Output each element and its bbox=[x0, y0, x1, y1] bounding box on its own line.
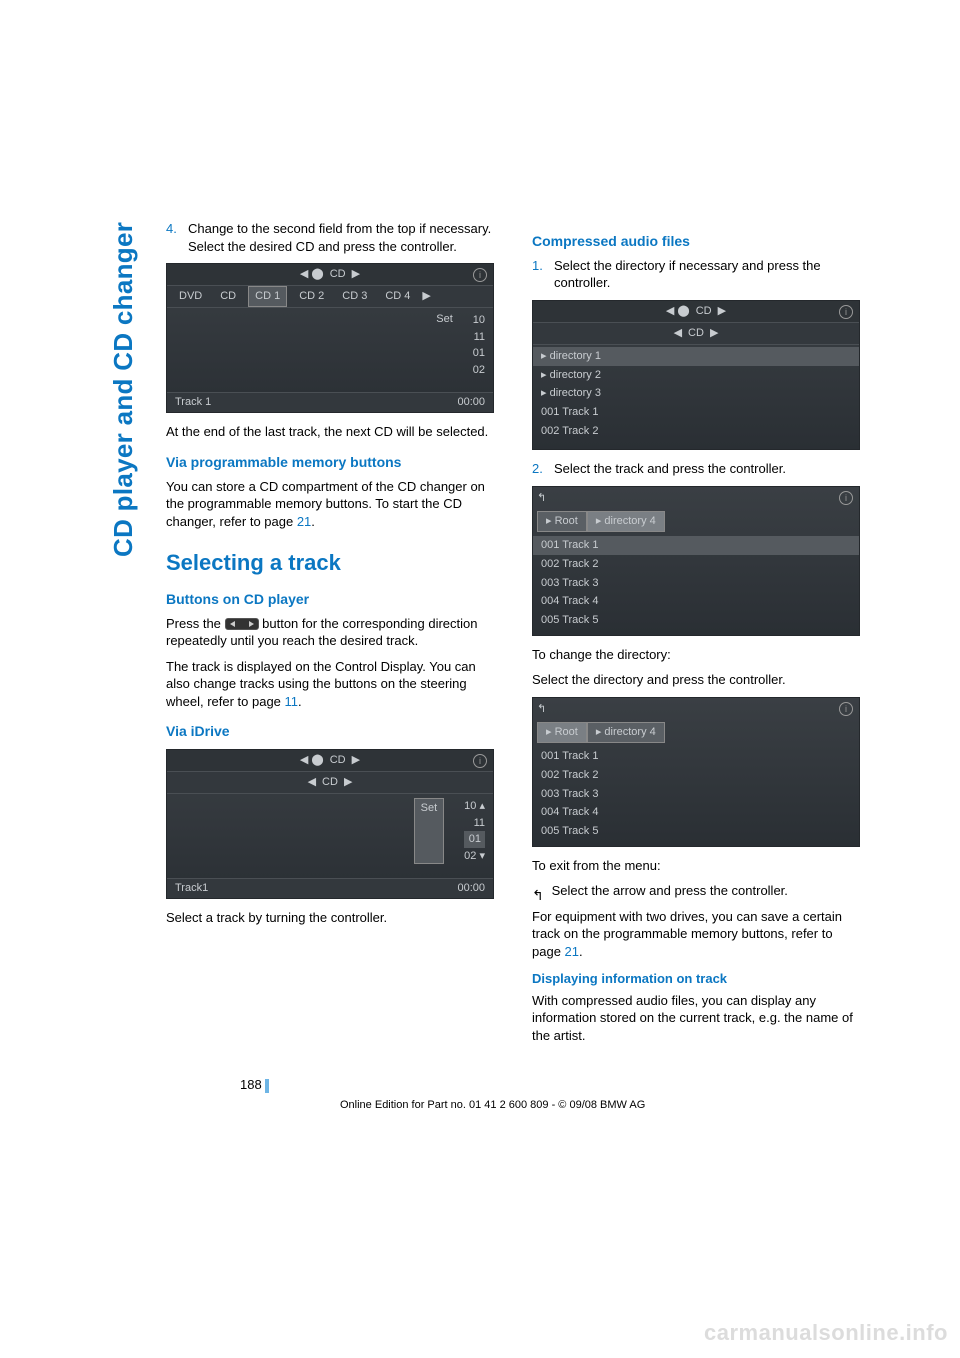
body-text: The track is displayed on the Control Di… bbox=[166, 658, 494, 711]
page-content: 4. Change to the second field from the t… bbox=[70, 220, 860, 1053]
body-text: With compressed audio files, you can dis… bbox=[532, 992, 860, 1045]
heading-via-idrive: Via iDrive bbox=[166, 722, 494, 741]
prev-next-button-icon bbox=[225, 618, 259, 630]
step-number: 4. bbox=[166, 220, 188, 255]
idrive-screenshot-cd-tabs: i ◀ ⬤ CD ▶ DVD CD CD 1 CD 2 CD 3 CD 4 ▶ … bbox=[166, 263, 494, 413]
step-text: Select the directory if necessary and pr… bbox=[554, 257, 860, 292]
info-icon: i bbox=[839, 305, 853, 319]
step-number: 1. bbox=[532, 257, 554, 292]
idrive-screenshot-directory: i ◀ ⬤ CD ▶ ◀ CD ▶ ▸ directory 1 ▸ direct… bbox=[532, 300, 860, 450]
body-text: Select the directory and press the contr… bbox=[532, 671, 860, 689]
body-text: At the end of the last track, the next C… bbox=[166, 423, 494, 441]
idrive-screenshot-root-select: i ↰ ▸ Root ▸ directory 4 001 Track 1 002… bbox=[532, 697, 860, 847]
info-icon: i bbox=[473, 268, 487, 282]
body-text: To exit from the menu: bbox=[532, 857, 860, 875]
heading-buttons-cd: Buttons on CD player bbox=[166, 590, 494, 609]
left-column: 4. Change to the second field from the t… bbox=[166, 220, 494, 1053]
step-text: Select the track and press the controlle… bbox=[554, 460, 860, 478]
footer-text: Online Edition for Part no. 01 41 2 600 … bbox=[340, 1099, 645, 1111]
back-arrow-icon bbox=[532, 886, 548, 898]
page-ref[interactable]: 21 bbox=[297, 514, 311, 529]
list-item: 1. Select the directory if necessary and… bbox=[532, 257, 860, 292]
idrive-screenshot-track-list: i ↰ ▸ Root ▸ directory 4 001 Track 1 002… bbox=[532, 486, 860, 636]
body-text: You can store a CD compartment of the CD… bbox=[166, 478, 494, 531]
page-ref[interactable]: 11 bbox=[285, 694, 299, 709]
body-text: For equipment with two drives, you can s… bbox=[532, 908, 860, 961]
heading-display-info: Displaying information on track bbox=[532, 970, 860, 988]
idrive-screenshot-track-select: i ◀ ⬤ CD ▶ ◀ CD ▶ Set 10 ▴ 11 01 02 ▾ Tr… bbox=[166, 749, 494, 899]
body-text: Select a track by turning the controller… bbox=[166, 909, 494, 927]
info-icon: i bbox=[839, 491, 853, 505]
step-text: Change to the second field from the top … bbox=[188, 220, 494, 255]
list-item: 4. Change to the second field from the t… bbox=[166, 220, 494, 255]
heading-compressed: Compressed audio files bbox=[532, 232, 860, 251]
body-text: Press the button for the corresponding d… bbox=[166, 615, 494, 650]
right-column: Compressed audio files 1. Select the dir… bbox=[532, 220, 860, 1053]
info-icon: i bbox=[839, 702, 853, 716]
heading-selecting-track: Selecting a track bbox=[166, 548, 494, 578]
list-item: 2. Select the track and press the contro… bbox=[532, 460, 860, 478]
body-text: To change the directory: bbox=[532, 646, 860, 664]
page-ref[interactable]: 21 bbox=[565, 944, 579, 959]
watermark: carmanualsonline.info bbox=[704, 1320, 948, 1346]
heading-programmable: Via programmable memory buttons bbox=[166, 453, 494, 472]
page-number: 188 bbox=[240, 1077, 269, 1093]
step-number: 2. bbox=[532, 460, 554, 478]
body-text: Select the arrow and press the controlle… bbox=[532, 882, 860, 900]
